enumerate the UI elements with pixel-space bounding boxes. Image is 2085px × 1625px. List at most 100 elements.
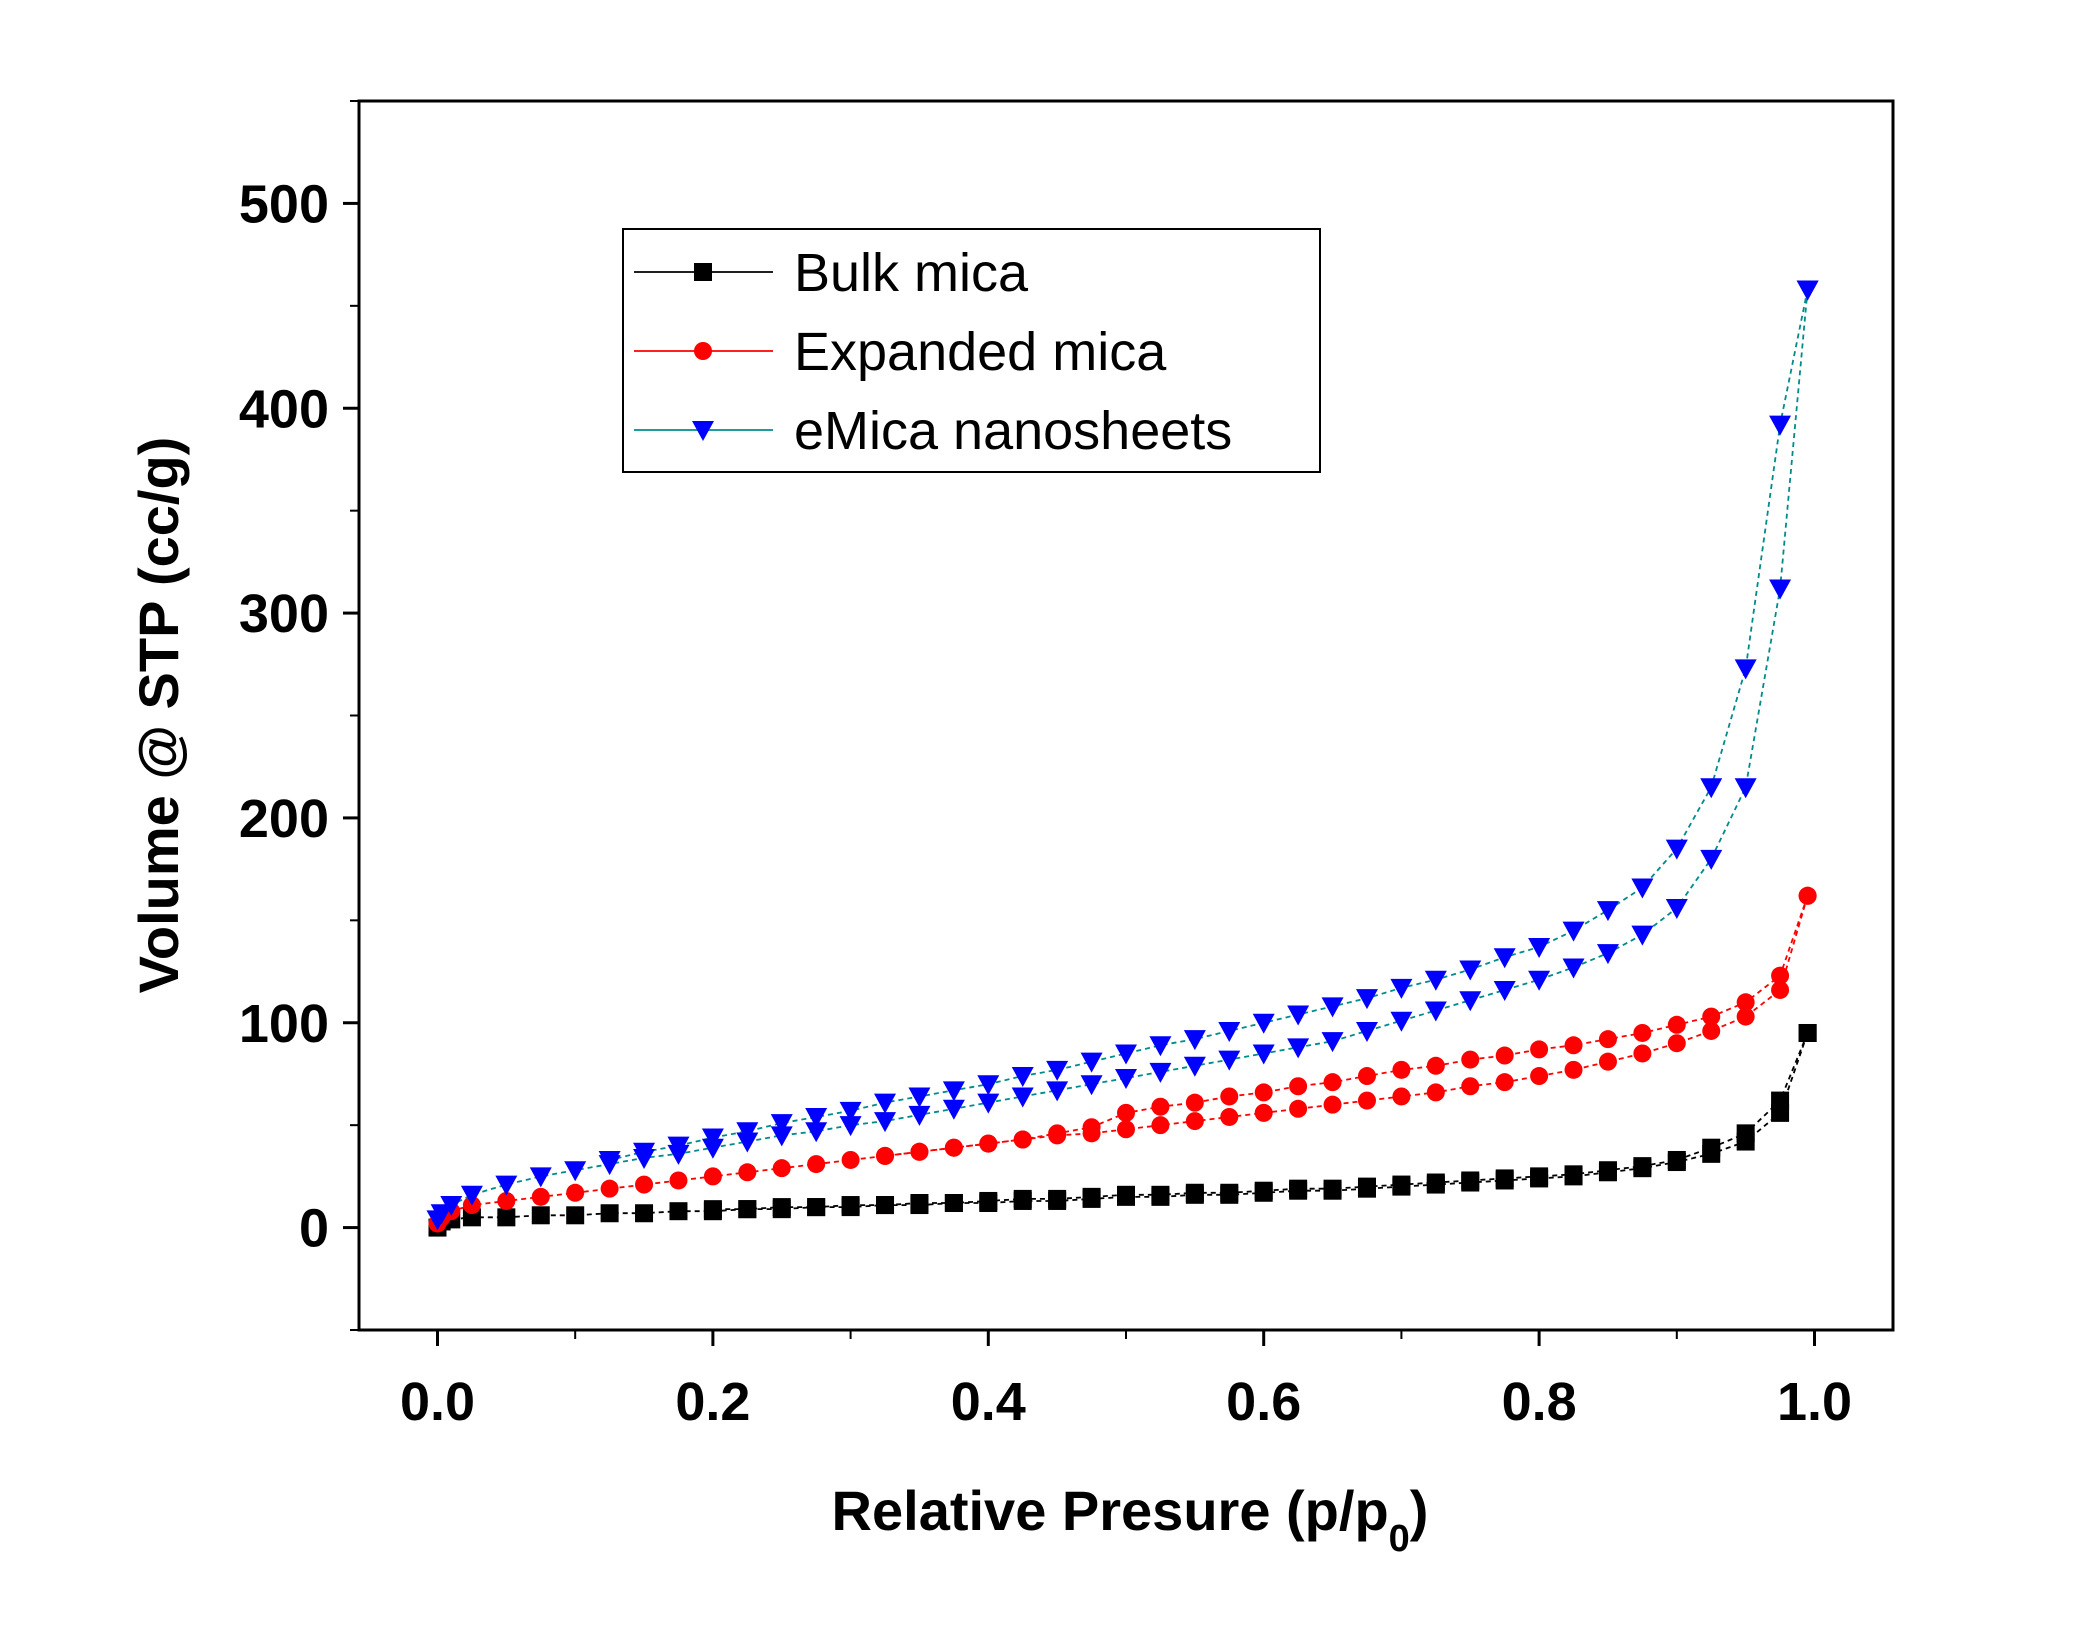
data-point	[1530, 1067, 1549, 1086]
data-point	[1493, 980, 1516, 1001]
data-point	[1355, 989, 1378, 1010]
data-point	[635, 1204, 654, 1223]
data-point	[633, 1142, 656, 1163]
data-point	[1771, 966, 1790, 985]
data-point	[1633, 1023, 1652, 1042]
data-point	[1426, 1083, 1445, 1102]
data-point	[1667, 1150, 1686, 1169]
data-point	[1082, 1118, 1101, 1137]
data-point	[944, 1194, 963, 1213]
data-point	[1530, 1040, 1549, 1059]
series-line-desorption	[712, 1032, 1809, 1210]
data-point	[1426, 1056, 1445, 1075]
data-point	[1769, 579, 1792, 600]
legend-label: Bulk mica	[794, 243, 1029, 303]
data-point	[805, 1122, 828, 1143]
data-point	[1390, 1011, 1413, 1032]
data-point	[1013, 1130, 1032, 1149]
data-point	[1564, 1036, 1583, 1055]
data-point	[1702, 1007, 1721, 1026]
data-point	[1562, 958, 1585, 979]
data-point	[1321, 1032, 1344, 1053]
data-point	[669, 1171, 688, 1190]
data-point	[1796, 280, 1819, 301]
data-point	[1461, 1050, 1480, 1069]
y-tick-label: 200	[239, 789, 329, 849]
data-point	[1183, 1030, 1206, 1051]
series-1	[428, 886, 1817, 1233]
data-point	[910, 1142, 929, 1161]
data-point	[1048, 1124, 1067, 1143]
data-point	[529, 1167, 552, 1188]
data-point	[1598, 1052, 1617, 1071]
data-point	[703, 1167, 722, 1186]
data-point	[1115, 1069, 1137, 1090]
data-point	[1392, 1175, 1411, 1194]
data-point	[495, 1175, 518, 1196]
data-point	[1495, 1169, 1514, 1188]
data-point	[667, 1136, 690, 1157]
data-point	[1798, 886, 1817, 905]
data-point	[1117, 1103, 1135, 1122]
x-axis-title-close: )	[1410, 1479, 1429, 1542]
legend: Bulk mica Expanded mica eMica nanosheets	[622, 228, 1321, 473]
data-point	[1530, 1167, 1549, 1186]
y-tick-label: 500	[239, 174, 329, 234]
series-0	[428, 1023, 1817, 1237]
data-point	[1665, 839, 1688, 860]
data-point	[1461, 1171, 1480, 1190]
data-point	[876, 1196, 895, 1215]
data-point	[1321, 997, 1344, 1018]
data-point	[910, 1194, 929, 1213]
data-point	[669, 1202, 688, 1221]
data-point	[841, 1150, 860, 1169]
data-point	[1665, 899, 1688, 920]
data-point	[1667, 1015, 1686, 1034]
x-tick-label: 0.4	[951, 1372, 1026, 1432]
data-point	[977, 1093, 1000, 1114]
data-point	[979, 1134, 998, 1153]
legend-label: Expanded mica	[794, 322, 1167, 382]
data-point	[770, 1114, 793, 1135]
data-point	[1254, 1083, 1273, 1102]
data-point	[1633, 1044, 1652, 1063]
series-line-desorption	[884, 895, 1809, 1157]
data-point	[1151, 1097, 1170, 1116]
x-tick-label: 0.6	[1226, 1372, 1301, 1432]
data-point	[738, 1163, 757, 1182]
data-point	[1254, 1103, 1273, 1122]
data-point	[1185, 1183, 1204, 1202]
data-point	[839, 1101, 862, 1122]
data-point	[1667, 1034, 1686, 1053]
data-point	[1183, 1056, 1206, 1077]
data-point	[1771, 980, 1790, 999]
data-point	[1013, 1189, 1032, 1208]
data-point	[874, 1112, 897, 1133]
data-point	[1424, 970, 1447, 991]
data-point	[1080, 1052, 1103, 1073]
legend-marker	[692, 421, 714, 441]
data-point	[1355, 1021, 1378, 1042]
data-point	[1390, 978, 1413, 999]
data-point	[1046, 1060, 1069, 1081]
data-point	[1459, 960, 1482, 981]
data-point	[566, 1183, 585, 1202]
data-point	[1736, 993, 1755, 1012]
data-point	[908, 1105, 931, 1126]
data-point	[807, 1155, 826, 1174]
data-point	[1218, 1021, 1241, 1042]
data-point	[1220, 1087, 1239, 1106]
data-point	[1564, 1165, 1583, 1184]
data-point	[876, 1146, 895, 1165]
data-point	[1357, 1067, 1376, 1086]
data-point	[430, 1204, 453, 1225]
data-point	[1736, 1007, 1755, 1026]
data-point	[942, 1081, 965, 1102]
data-point	[1700, 849, 1723, 870]
data-point	[600, 1204, 619, 1223]
data-point	[908, 1087, 931, 1108]
data-point	[703, 1200, 722, 1219]
data-point	[1459, 991, 1482, 1012]
data-point	[1392, 1060, 1411, 1079]
